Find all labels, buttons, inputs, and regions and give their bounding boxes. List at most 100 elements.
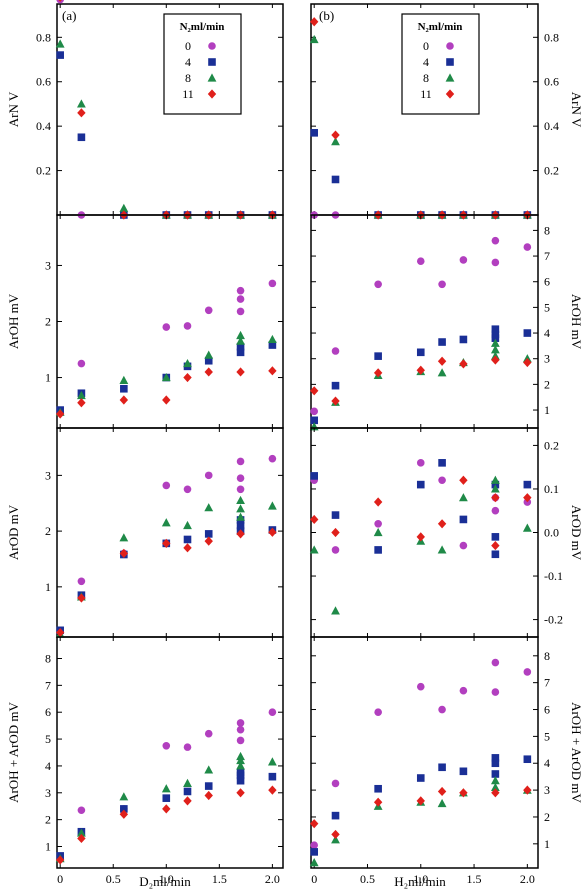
data-point: [204, 503, 214, 512]
data-point: [204, 471, 213, 480]
legend-marker-11: [445, 89, 455, 99]
data-point: [236, 457, 245, 466]
y-axis-label: ArN V: [6, 91, 21, 127]
data-point: [236, 474, 245, 482]
data-point: [161, 784, 171, 793]
data-point: [55, 39, 65, 48]
data-point: [183, 520, 192, 530]
data-point: [309, 545, 319, 554]
data-point: [374, 546, 382, 554]
data-point: [491, 759, 500, 768]
data-point: [438, 338, 446, 346]
data-point: [183, 372, 192, 383]
data-point: [183, 485, 192, 494]
panel-frame: [56, 427, 284, 638]
data-point: [331, 511, 340, 519]
data-point: [438, 705, 446, 714]
legend-marker-11: [207, 89, 217, 99]
data-point: [236, 495, 245, 505]
legend-b: N₂ml/min 0 4 8 11: [401, 13, 480, 115]
y-tick-label: 3: [45, 468, 51, 482]
data-point: [119, 533, 129, 542]
data-point: [56, 51, 64, 59]
data-point: [373, 797, 383, 807]
data-point: [437, 356, 447, 366]
data-point: [331, 779, 340, 788]
x-tick-label: 1.0: [159, 872, 174, 886]
data-point: [331, 396, 340, 406]
series-11: [309, 475, 532, 551]
y-tick-label: 6: [544, 703, 550, 717]
series-4: [56, 768, 277, 860]
data-point: [331, 829, 340, 840]
data-point: [236, 521, 245, 530]
y-axis-label: ArOH mV: [569, 294, 584, 350]
data-point: [491, 355, 500, 365]
y-tick-label: 0.8: [36, 30, 51, 44]
data-point: [490, 475, 500, 484]
y-tick-label: 0.2: [544, 438, 559, 452]
data-point: [331, 606, 340, 615]
data-point: [268, 772, 277, 781]
y-tick-label: -0.1: [544, 569, 563, 583]
data-point: [236, 761, 245, 770]
data-point: [204, 536, 213, 546]
data-point: [416, 532, 425, 542]
data-point: [373, 527, 383, 537]
x-tick-label: 0.5: [360, 872, 375, 886]
data-point: [120, 384, 128, 393]
data-point: [523, 357, 532, 368]
y-axis-label: ArOH + ArOD mV: [6, 701, 21, 802]
data-point: [310, 129, 318, 137]
series-11: [55, 366, 277, 419]
panel-b-2: 1 2 3 4 5 6 7 8 ArOH mV: [309, 214, 584, 431]
y-tick-label: 7: [544, 676, 550, 690]
y-tick-label: 1: [45, 580, 51, 594]
data-point: [119, 203, 129, 212]
data-point: [236, 295, 245, 303]
data-point: [236, 768, 245, 777]
data-point: [459, 256, 468, 264]
data-point: [490, 345, 500, 354]
panel-b-4: 1 2 3 4 5 6 7 8 0 0.5 1.0 1.5 2.0 ArOH + ArOD mV: [309, 636, 584, 886]
series-8: [55, 751, 277, 863]
data-point: [459, 686, 468, 695]
data-point: [490, 338, 500, 347]
data-point: [162, 481, 171, 490]
data-point: [204, 530, 213, 538]
data-point: [491, 236, 500, 245]
x-tick-label: 0.5: [106, 872, 121, 886]
y-tick-label: 4: [544, 756, 550, 770]
data-point: [331, 175, 340, 184]
panel-frame: [56, 214, 284, 429]
legend-a-entry-1: 4: [185, 55, 191, 69]
x-axis-label-a: D₂ml/min: [139, 874, 191, 889]
data-point: [437, 519, 447, 529]
data-point: [437, 368, 447, 377]
legend-marker-4: [208, 58, 216, 66]
data-point: [437, 786, 447, 797]
data-point: [416, 348, 425, 357]
data-point: [459, 515, 468, 524]
data-point: [309, 514, 319, 525]
data-point: [459, 767, 468, 776]
data-point: [77, 806, 86, 815]
panel-frame: [310, 427, 539, 638]
panel-b-3: -0.2 -0.1 0.0 0.1 0.2 ArOD mV: [309, 427, 584, 638]
panel-a-2: 1 2 3 ArOH mV: [6, 214, 284, 429]
data-point: [309, 858, 319, 867]
y-tick-label: 3: [45, 786, 51, 800]
data-point: [416, 365, 425, 375]
data-point: [162, 538, 171, 548]
data-point: [183, 743, 192, 751]
legend-a-entry-2: 8: [185, 71, 191, 85]
data-point: [236, 788, 245, 798]
y-tick-label: 1: [544, 403, 550, 417]
y-tick-label: 5: [544, 729, 550, 743]
legend-marker-8: [445, 73, 455, 82]
data-point: [268, 527, 277, 537]
data-point: [162, 395, 171, 405]
data-point: [119, 548, 129, 558]
x-axis-label-b: H₂ml/min: [394, 874, 446, 889]
panel-frame: [310, 214, 539, 429]
